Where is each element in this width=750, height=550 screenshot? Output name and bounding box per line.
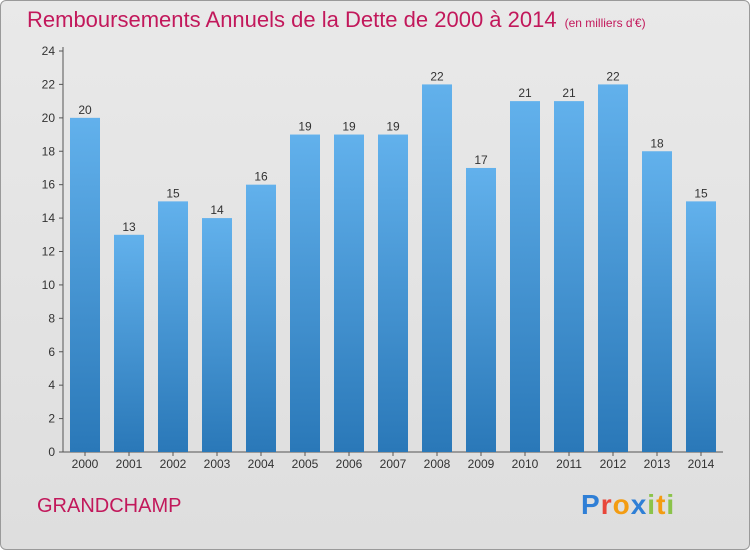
data-label-2013: 18 bbox=[650, 136, 664, 150]
data-label-2012: 22 bbox=[606, 69, 620, 83]
x-tick-label: 2014 bbox=[688, 457, 715, 471]
data-label-2003: 14 bbox=[210, 203, 224, 217]
y-tick-label: 14 bbox=[42, 211, 56, 225]
logo-letter: x bbox=[630, 489, 648, 520]
x-tick-label: 2009 bbox=[468, 457, 495, 471]
x-tick-label: 2013 bbox=[644, 457, 671, 471]
bar-2008 bbox=[422, 84, 452, 453]
data-label-2000: 20 bbox=[78, 103, 92, 117]
bar-2010 bbox=[510, 101, 540, 452]
data-label-2006: 19 bbox=[342, 120, 356, 134]
bar-2007 bbox=[378, 134, 408, 452]
y-tick-label: 6 bbox=[48, 345, 55, 359]
x-tick-label: 2003 bbox=[204, 457, 231, 471]
data-label-2009: 17 bbox=[474, 153, 488, 167]
bar-2009 bbox=[466, 167, 496, 453]
bar-2006 bbox=[334, 134, 364, 452]
x-tick-label: 2002 bbox=[160, 457, 187, 471]
y-tick-label: 0 bbox=[48, 445, 55, 459]
y-tick-label: 18 bbox=[42, 144, 56, 158]
data-label-2011: 21 bbox=[562, 86, 576, 100]
data-label-2005: 19 bbox=[298, 120, 312, 134]
y-tick-label: 12 bbox=[42, 245, 56, 259]
data-label-2004: 16 bbox=[254, 170, 268, 184]
data-label-2001: 13 bbox=[122, 220, 136, 234]
data-label-2010: 21 bbox=[518, 86, 532, 100]
bar-2013 bbox=[642, 151, 672, 452]
x-tick-label: 2006 bbox=[336, 457, 363, 471]
data-label-2008: 22 bbox=[430, 69, 444, 83]
x-tick-label: 2001 bbox=[116, 457, 143, 471]
bar-2000 bbox=[70, 117, 100, 452]
x-tick-label: 2012 bbox=[600, 457, 627, 471]
x-tick-label: 2010 bbox=[512, 457, 539, 471]
commune-name: GRANDCHAMP bbox=[37, 495, 182, 517]
data-label-2007: 19 bbox=[386, 120, 400, 134]
y-tick-label: 22 bbox=[42, 77, 56, 91]
bar-2003 bbox=[202, 218, 232, 452]
title-text: Remboursements Annuels de la Dette de 20… bbox=[27, 7, 557, 32]
y-tick-label: 8 bbox=[48, 311, 55, 325]
logo-letter: o bbox=[612, 489, 631, 520]
x-tick-label: 2005 bbox=[292, 457, 319, 471]
unit-label: (en milliers d'€) bbox=[564, 16, 646, 30]
y-tick-label: 10 bbox=[42, 278, 56, 292]
x-tick-label: 2008 bbox=[424, 457, 451, 471]
bar-2002 bbox=[158, 201, 188, 452]
proxiti-logo[interactable]: Proxiti bbox=[581, 489, 675, 521]
bars: 20 13 15 14 16 19 19 19 22 17 21 21 22 18 15 bbox=[70, 69, 716, 453]
y-tick-label: 2 bbox=[48, 412, 55, 426]
logo-letter: i bbox=[666, 489, 676, 520]
bar-2001 bbox=[114, 234, 144, 452]
logo-letter: P bbox=[581, 489, 601, 520]
data-label-2002: 15 bbox=[166, 186, 180, 200]
bar-2005 bbox=[290, 134, 320, 452]
bar-2011 bbox=[554, 101, 584, 452]
chart-title: Remboursements Annuels de la Dette de 20… bbox=[27, 7, 646, 33]
y-tick-label: 20 bbox=[42, 111, 56, 125]
bar-2012 bbox=[598, 84, 628, 453]
y-tick-label: 16 bbox=[42, 178, 56, 192]
logo-letter: r bbox=[600, 489, 613, 520]
bar-2014 bbox=[686, 201, 716, 452]
x-tick-label: 2000 bbox=[72, 457, 99, 471]
bar-2004 bbox=[246, 184, 276, 452]
x-tick-label: 2007 bbox=[380, 457, 407, 471]
data-label-2014: 15 bbox=[694, 186, 708, 200]
logo-letter: i bbox=[647, 489, 657, 520]
logo-letter: t bbox=[656, 489, 667, 520]
y-tick-label: 24 bbox=[42, 44, 56, 58]
x-tick-label: 2011 bbox=[556, 457, 582, 471]
x-tick-label: 2004 bbox=[248, 457, 275, 471]
y-tick-label: 4 bbox=[48, 378, 55, 392]
